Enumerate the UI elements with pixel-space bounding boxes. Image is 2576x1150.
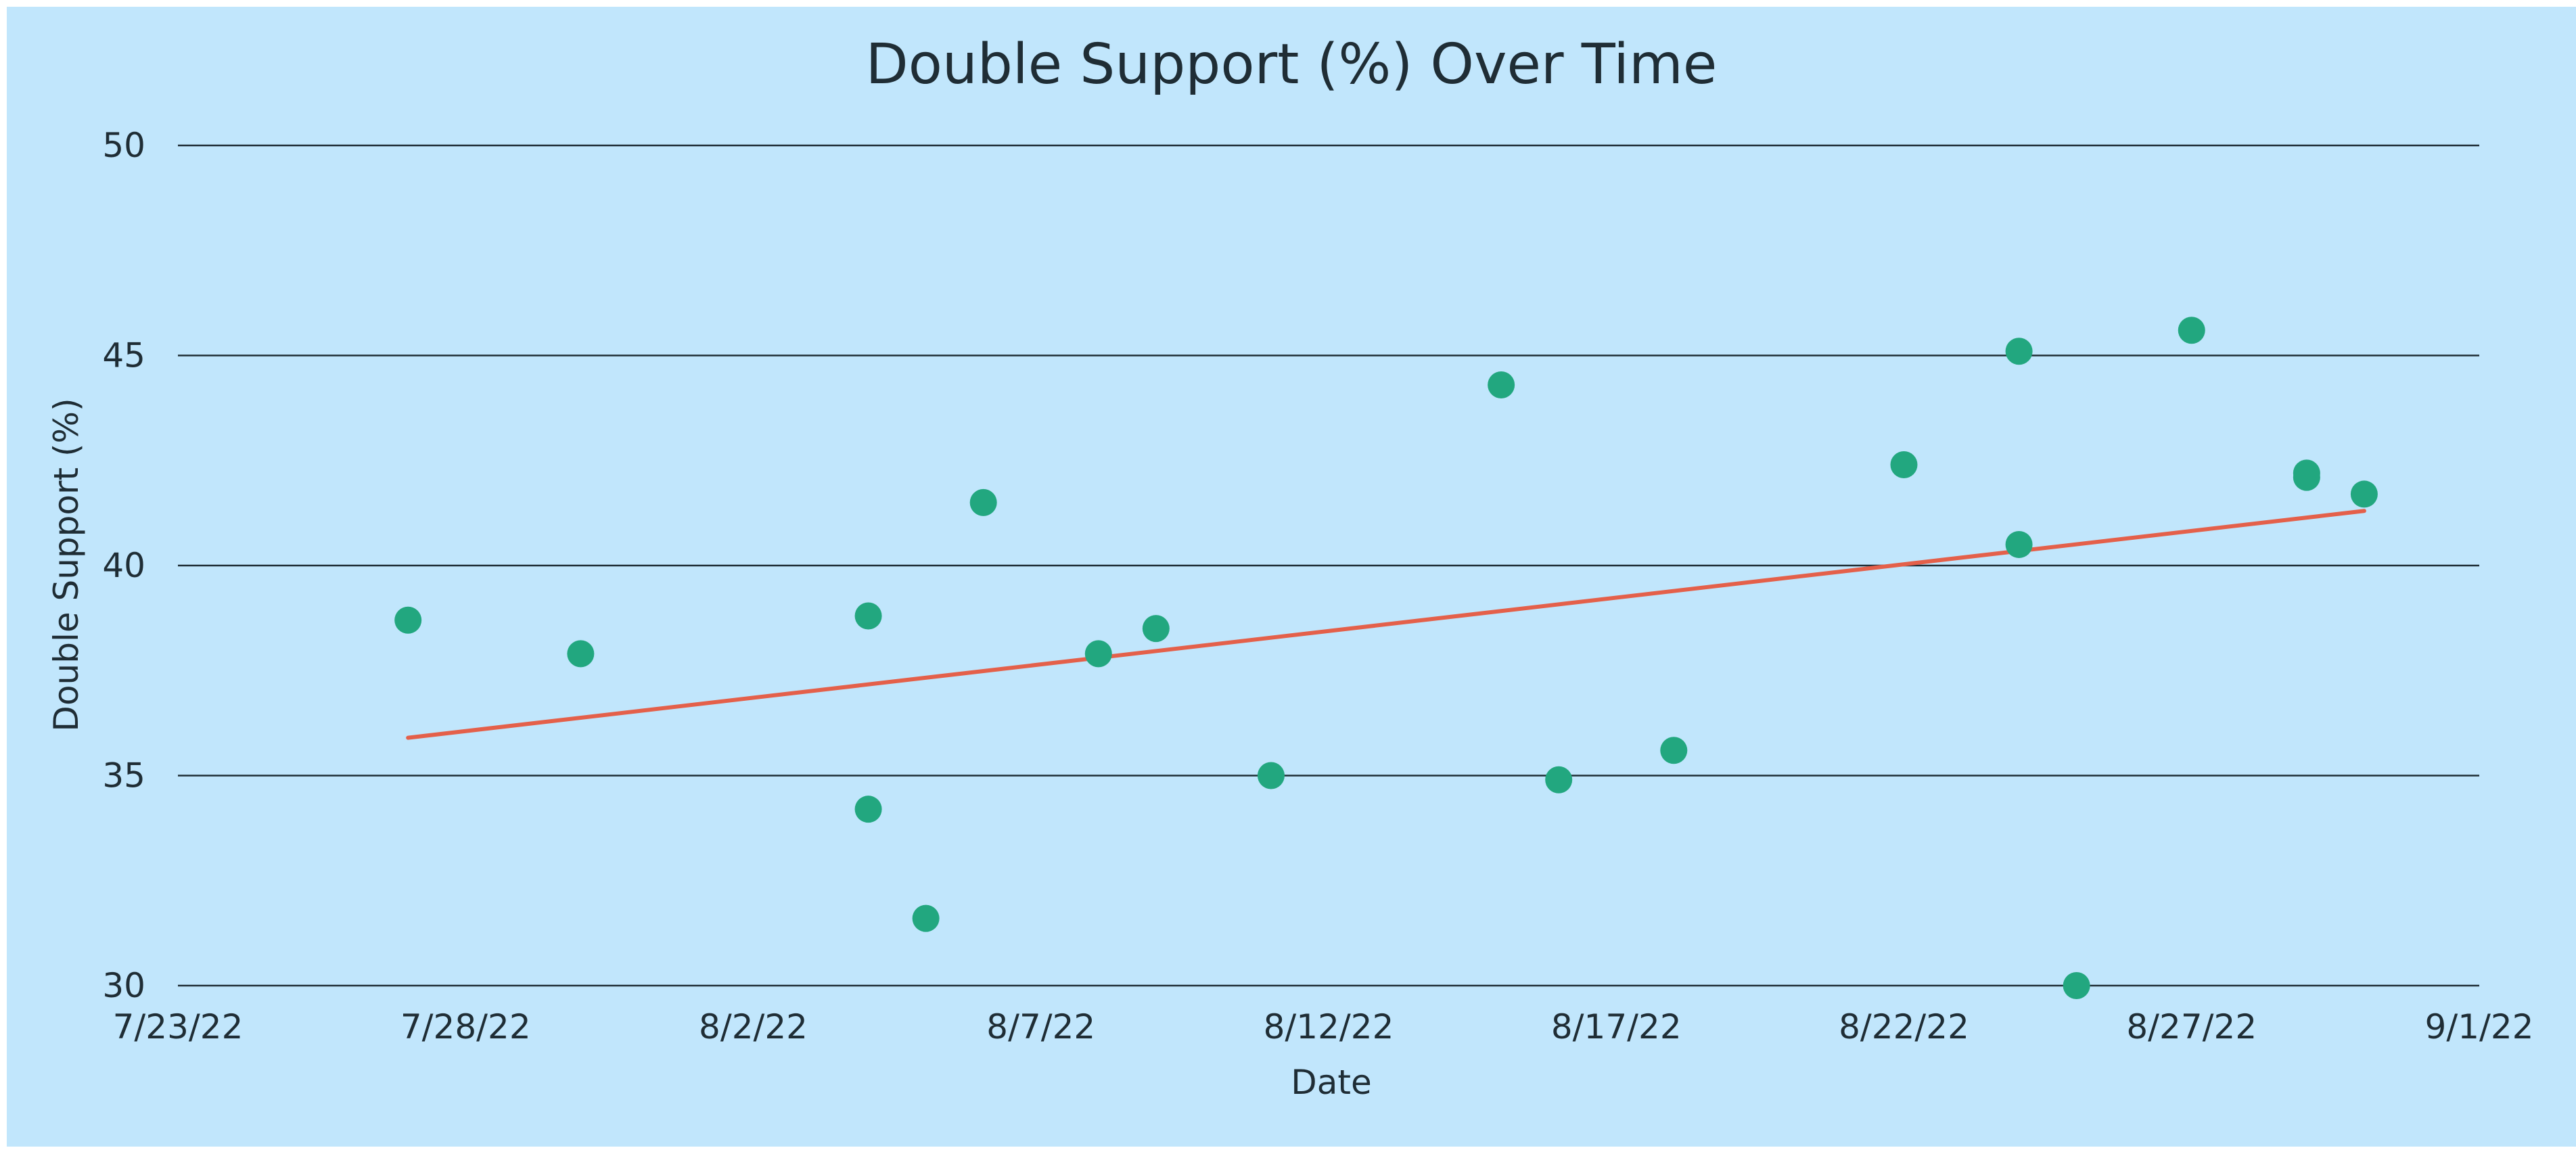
data-point <box>854 796 882 823</box>
y-tick-label: 40 <box>102 546 145 585</box>
data-points <box>394 317 2378 999</box>
x-tick-label: 8/27/22 <box>2126 1007 2257 1046</box>
y-tick-label: 35 <box>102 756 145 796</box>
data-point <box>2005 338 2033 365</box>
data-point <box>969 488 997 516</box>
data-point <box>2063 972 2090 999</box>
x-tick-label: 8/12/22 <box>1264 1007 1394 1046</box>
data-point <box>854 602 882 630</box>
x-tick-label: 7/28/22 <box>400 1007 531 1046</box>
trendline <box>406 509 2366 740</box>
y-tick-label: 50 <box>102 126 145 165</box>
data-point <box>2178 317 2205 344</box>
data-point <box>1257 762 1285 789</box>
x-tick-label: 7/23/22 <box>113 1007 244 1046</box>
y-tick-labels: 30 35 40 45 50 <box>102 126 145 1005</box>
gridlines <box>178 144 2479 987</box>
x-tick-label: 8/22/22 <box>1839 1007 1969 1046</box>
x-tick-label: 8/7/22 <box>986 1007 1095 1046</box>
x-axis-label: Date <box>1291 1063 1372 1102</box>
data-point <box>1084 640 1112 668</box>
data-point <box>1142 615 1170 643</box>
data-point <box>1488 371 1515 398</box>
x-tick-labels: 7/23/22 7/28/22 8/2/22 8/7/22 8/12/22 8/17/22… <box>113 1007 2534 1046</box>
data-point <box>2293 463 2320 491</box>
data-point <box>912 904 940 932</box>
data-point <box>2350 480 2378 508</box>
y-axis-label: Double Support (%) <box>47 398 86 731</box>
x-tick-label: 9/1/22 <box>2425 1007 2534 1046</box>
y-tick-label: 30 <box>102 966 145 1005</box>
data-point <box>1545 766 1573 794</box>
chart-background <box>7 7 2576 1147</box>
x-tick-label: 8/17/22 <box>1551 1007 1682 1046</box>
data-point <box>567 640 595 668</box>
scatter-chart: 30 35 40 45 50 7/23/22 7/28/22 8/2/22 8/7/22 8/1… <box>7 7 2576 1147</box>
data-point <box>1890 451 1918 478</box>
chart-title: Double Support (%) Over Time <box>866 32 1718 97</box>
data-point <box>1660 737 1688 764</box>
data-point <box>2005 530 2033 558</box>
data-point <box>394 606 422 634</box>
y-tick-label: 45 <box>102 336 145 375</box>
x-tick-label: 8/2/22 <box>699 1007 808 1046</box>
